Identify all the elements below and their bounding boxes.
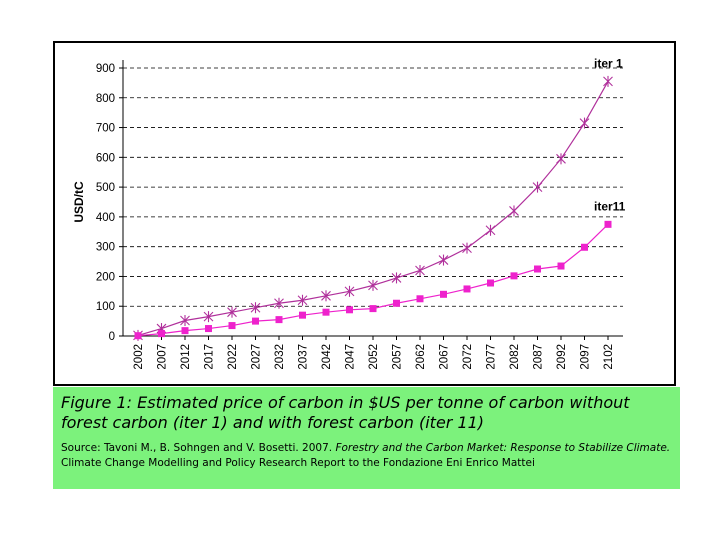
line-chart: 0 100 200 300 400 500 600 700 800 900 2002 2007 201…	[72, 56, 626, 370]
data-point	[440, 290, 447, 298]
figure-description: : Estimated price of carbon in $US per t…	[61, 393, 630, 432]
y-tick-labels: 0 100 200 300 400 500 600 700 800 900	[96, 63, 115, 343]
source-citation: Source: Tavoni M., B. Sohngen and V. Bos…	[61, 441, 672, 471]
data-point	[532, 181, 543, 193]
x-tick-label: 2057	[392, 344, 404, 370]
chart-frame: 0 100 200 300 400 500 600 700 800 900 2002 2007 201…	[53, 41, 676, 386]
x-tick-label: 2092	[556, 344, 568, 370]
x-tick-label: 2017	[204, 344, 216, 370]
y-axis-title: USD/tC	[72, 181, 86, 223]
data-point	[534, 265, 541, 273]
x-tick-label: 2102	[603, 344, 615, 370]
x-tick-label: 2052	[368, 344, 380, 370]
data-point	[391, 272, 402, 284]
data-point	[603, 75, 613, 87]
data-point	[297, 294, 308, 306]
data-point	[579, 117, 590, 129]
y-tick-label: 900	[96, 63, 115, 75]
data-point	[581, 243, 588, 251]
x-tick-label: 2097	[580, 344, 592, 370]
figure-caption: Figure 1: Estimated price of carbon in $…	[53, 387, 680, 489]
data-point	[438, 254, 449, 266]
x-tick-label: 2002	[133, 344, 145, 370]
axes	[119, 60, 623, 340]
y-tick-label: 200	[96, 271, 115, 283]
data-point	[510, 272, 518, 280]
x-tick-label: 2027	[251, 344, 263, 370]
y-tick-label: 800	[96, 93, 115, 105]
data-point	[369, 305, 377, 313]
data-point	[368, 279, 378, 291]
data-point	[274, 297, 284, 309]
figure-caption-text: Figure 1: Estimated price of carbon in $…	[61, 393, 672, 433]
data-point	[205, 325, 212, 333]
data-point	[134, 332, 142, 340]
x-tick-labels: 2002 2007 2012 2017 2022 2027 2032 2037 2042 2047…	[133, 344, 615, 370]
y-tick-label: 400	[96, 212, 115, 224]
data-point	[462, 242, 472, 254]
y-tick-label: 700	[96, 123, 115, 135]
data-point	[416, 295, 424, 303]
data-point	[321, 290, 331, 302]
data-point	[415, 264, 425, 276]
x-tick-label: 2032	[274, 344, 286, 370]
x-tick-label: 2012	[180, 344, 192, 370]
x-tick-label: 2067	[439, 344, 451, 370]
series-iter-1: iter 1	[133, 56, 623, 341]
data-point	[181, 327, 189, 335]
y-tick-label: 300	[96, 242, 115, 254]
series-label: iter11	[594, 199, 626, 213]
series-iter-11: iter11	[134, 199, 626, 340]
y-tick-label: 0	[109, 331, 115, 343]
data-point	[158, 330, 165, 338]
source-authors: Source: Tavoni M., B. Sohngen and V. Bos…	[61, 442, 336, 454]
data-point	[180, 315, 190, 327]
figure-label: Figure 1	[61, 393, 127, 412]
data-point	[346, 306, 353, 314]
series-label: iter 1	[594, 56, 623, 70]
data-point	[557, 262, 565, 270]
source-publisher: Climate Change Modelling and Policy Rese…	[61, 457, 535, 469]
data-point	[252, 317, 259, 325]
data-point	[604, 220, 612, 228]
y-tick-label: 100	[96, 301, 115, 313]
data-point	[344, 285, 355, 297]
data-point	[393, 299, 400, 307]
series-line	[137, 81, 609, 336]
x-tick-label: 2072	[462, 344, 474, 370]
x-tick-label: 2022	[227, 344, 239, 370]
x-tick-label: 2062	[415, 344, 427, 370]
x-tick-label: 2037	[298, 344, 310, 370]
source-title: Forestry and the Carbon Market: Response…	[335, 442, 671, 454]
data-point	[485, 224, 496, 236]
data-point	[275, 316, 283, 324]
x-tick-label: 2047	[345, 344, 357, 370]
data-point	[487, 279, 494, 287]
data-point	[556, 153, 566, 165]
data-point	[227, 306, 237, 318]
data-point	[322, 308, 330, 316]
data-point	[509, 205, 519, 217]
data-point	[463, 285, 471, 293]
x-tick-label: 2042	[321, 344, 333, 370]
gridlines	[123, 67, 623, 307]
data-point	[228, 322, 236, 330]
data-point	[299, 311, 306, 319]
data-point	[203, 311, 214, 323]
y-tick-label: 500	[96, 182, 115, 194]
x-tick-label: 2082	[509, 344, 521, 370]
y-tick-label: 600	[96, 152, 115, 164]
x-tick-label: 2087	[533, 344, 545, 370]
x-tick-label: 2007	[157, 344, 169, 370]
series: iter 1 iter11	[133, 56, 626, 341]
data-point	[250, 302, 261, 314]
x-tick-label: 2077	[486, 344, 498, 370]
